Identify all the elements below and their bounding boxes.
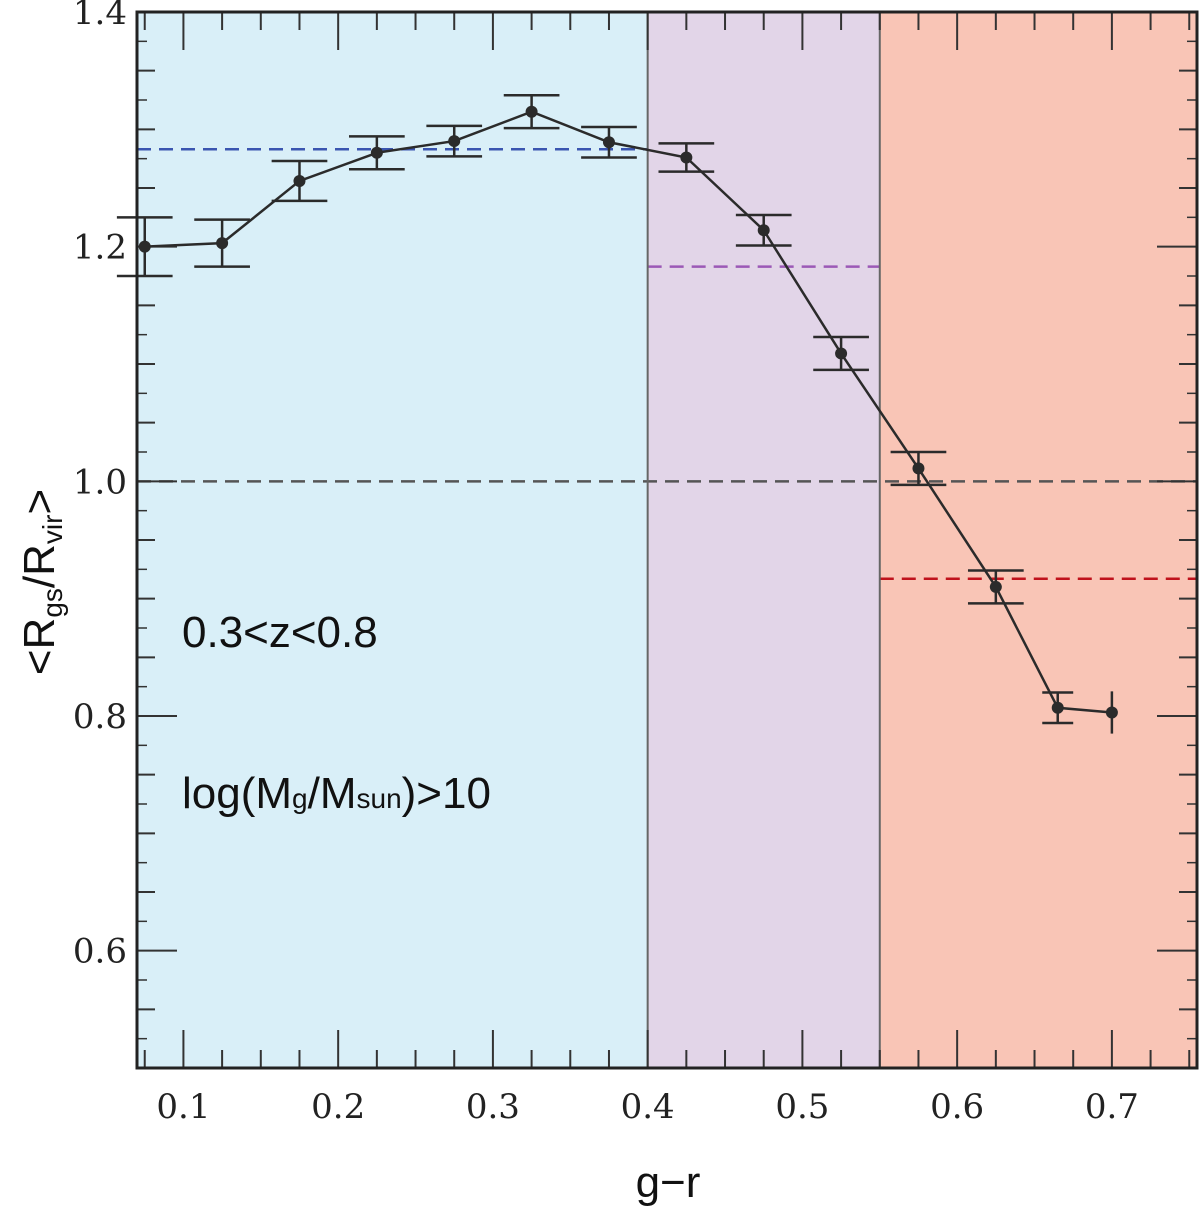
- y-tick-label: 1.4: [73, 0, 127, 33]
- axis-ticks: [137, 11, 1197, 1069]
- y-tick-label: 0.6: [73, 932, 127, 972]
- x-tick-label: 0.5: [775, 1087, 829, 1127]
- data-point: [138, 240, 151, 253]
- x-tick-label: 0.3: [466, 1087, 520, 1127]
- region-blue: [137, 12, 648, 1068]
- data-point: [370, 146, 383, 159]
- data-point: [680, 151, 693, 164]
- data-point: [602, 136, 615, 149]
- region-red: [879, 12, 1197, 1068]
- color-regions: [137, 12, 1197, 1068]
- plot-frame: [135, 10, 1199, 1070]
- data-point: [989, 580, 1002, 593]
- region-dividers: [646, 12, 881, 1068]
- y-tick-label: 0.8: [73, 697, 127, 737]
- data-point: [835, 347, 848, 360]
- tick-labels: 0.6 0.8 1.0 1.2 1.4 0.1 0.2 0.3 0.4 0.5 0.6 0.7: [73, 0, 1139, 1127]
- y-axis-title: <Rgs/Rvir>: [15, 489, 68, 675]
- y-tick-label: 1.0: [73, 462, 127, 502]
- x-tick-label: 0.1: [156, 1087, 210, 1127]
- data-point: [912, 462, 925, 475]
- data-point: [525, 105, 538, 118]
- x-tick-label: 0.4: [621, 1087, 675, 1127]
- region-green: [647, 12, 880, 1068]
- y-tick-label: 1.2: [73, 228, 127, 268]
- x-axis-title: g−r: [636, 1158, 701, 1207]
- redshift-annotation: 0.3<z<0.8: [182, 608, 378, 657]
- mass-annotation: log(Mg/Msun)>10: [182, 769, 491, 818]
- data-point: [1105, 706, 1118, 719]
- data-point: [757, 224, 770, 237]
- data-point: [293, 174, 306, 187]
- data-point: [1051, 701, 1064, 714]
- data-point: [216, 237, 229, 250]
- x-tick-label: 0.2: [311, 1087, 365, 1127]
- series-line: [144, 110, 1112, 714]
- data-point: [448, 135, 461, 148]
- x-tick-label: 0.7: [1085, 1087, 1139, 1127]
- x-tick-label: 0.6: [930, 1087, 984, 1127]
- data-series: [116, 94, 1118, 734]
